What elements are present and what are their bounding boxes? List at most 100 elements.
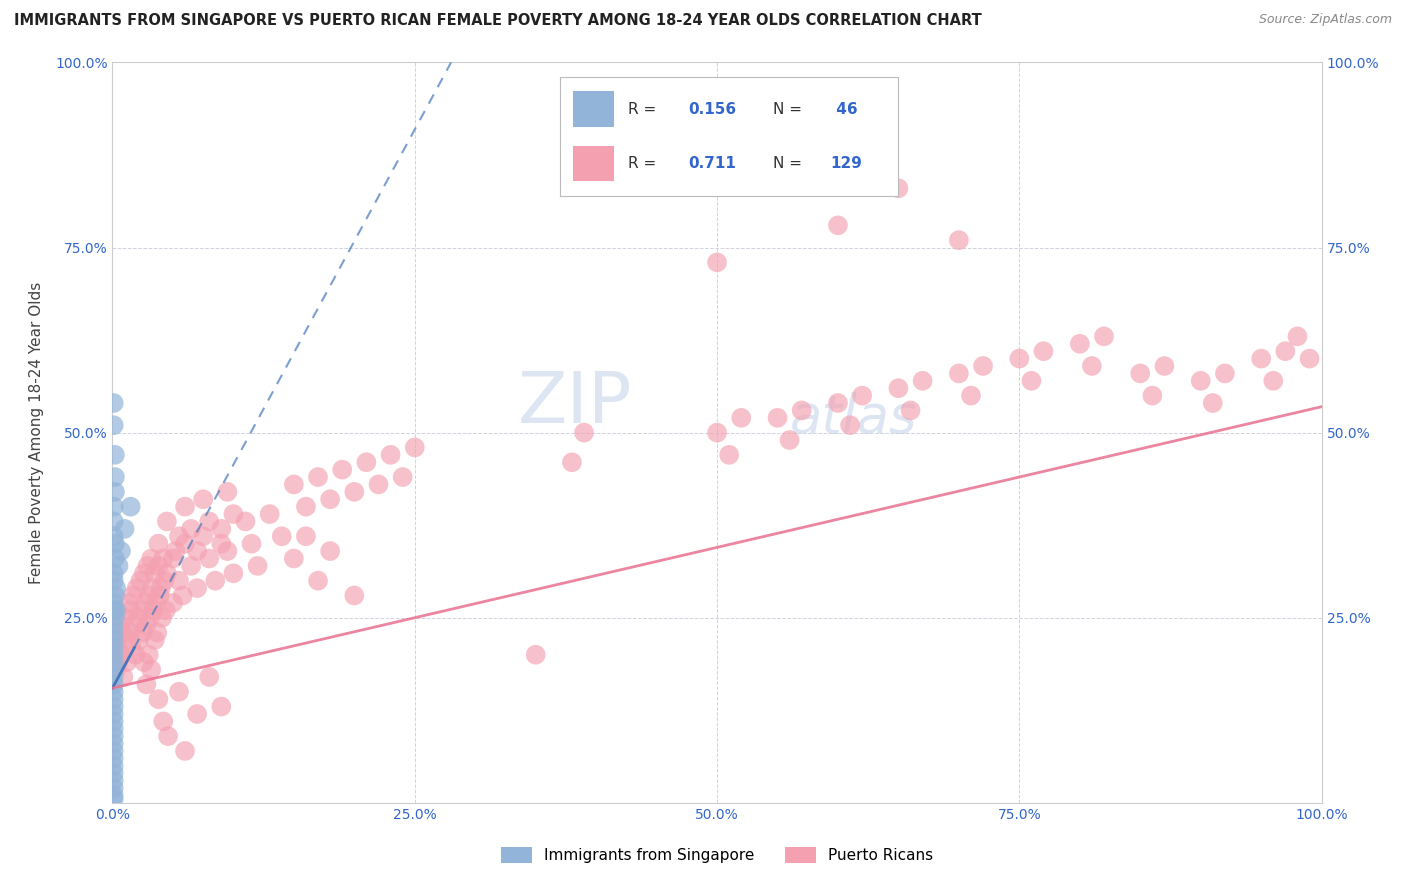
Point bbox=[198, 670, 221, 684]
Point bbox=[827, 219, 849, 233]
Point bbox=[186, 544, 208, 558]
Point bbox=[143, 632, 166, 647]
Point bbox=[186, 581, 208, 595]
Point bbox=[103, 632, 125, 647]
Point bbox=[718, 448, 741, 462]
Point bbox=[948, 233, 970, 247]
Point bbox=[103, 396, 125, 410]
Point bbox=[572, 425, 595, 440]
Point bbox=[222, 566, 245, 581]
Point bbox=[104, 448, 127, 462]
Point bbox=[204, 574, 226, 588]
Point bbox=[103, 692, 125, 706]
Point bbox=[110, 648, 132, 662]
Point bbox=[404, 441, 426, 455]
Point bbox=[122, 589, 145, 603]
Point bbox=[114, 522, 136, 536]
Point bbox=[103, 663, 125, 677]
Point bbox=[330, 462, 353, 476]
Point bbox=[307, 470, 329, 484]
Point bbox=[1092, 329, 1115, 343]
Point bbox=[139, 610, 162, 624]
Point bbox=[103, 418, 125, 433]
Point bbox=[295, 529, 318, 543]
Y-axis label: Female Poverty Among 18-24 Year Olds: Female Poverty Among 18-24 Year Olds bbox=[30, 282, 44, 583]
Point bbox=[103, 773, 125, 788]
Point bbox=[887, 381, 910, 395]
Point bbox=[1069, 336, 1091, 351]
Point bbox=[146, 625, 169, 640]
Point bbox=[152, 714, 174, 729]
Point bbox=[283, 551, 305, 566]
Point bbox=[948, 367, 970, 381]
Point bbox=[107, 655, 129, 669]
Point bbox=[150, 610, 173, 624]
Point bbox=[779, 145, 801, 159]
Point bbox=[103, 685, 125, 699]
Point bbox=[779, 433, 801, 447]
Point bbox=[174, 744, 197, 758]
Point bbox=[235, 515, 257, 529]
Point bbox=[706, 425, 728, 440]
Point bbox=[307, 574, 329, 588]
Point bbox=[103, 618, 125, 632]
Point bbox=[157, 729, 180, 743]
Point bbox=[103, 574, 125, 588]
Point bbox=[132, 625, 155, 640]
Point bbox=[191, 492, 214, 507]
Point bbox=[114, 610, 136, 624]
Point bbox=[156, 515, 179, 529]
Text: IMMIGRANTS FROM SINGAPORE VS PUERTO RICAN FEMALE POVERTY AMONG 18-24 YEAR OLDS C: IMMIGRANTS FROM SINGAPORE VS PUERTO RICA… bbox=[14, 13, 981, 29]
Point bbox=[104, 551, 127, 566]
Point bbox=[103, 566, 125, 581]
Point bbox=[103, 596, 125, 610]
Point bbox=[115, 655, 138, 669]
Point bbox=[107, 558, 129, 573]
Point bbox=[1021, 374, 1043, 388]
Point bbox=[851, 388, 873, 402]
Point bbox=[122, 618, 145, 632]
Point bbox=[839, 418, 862, 433]
Point bbox=[1081, 359, 1104, 373]
Point bbox=[148, 536, 170, 550]
Point bbox=[117, 596, 139, 610]
Point bbox=[104, 610, 127, 624]
Point bbox=[103, 780, 125, 795]
Point bbox=[142, 603, 165, 617]
Point bbox=[900, 403, 922, 417]
Point bbox=[105, 581, 128, 595]
Point bbox=[295, 500, 318, 514]
Point bbox=[174, 500, 197, 514]
Point bbox=[155, 603, 177, 617]
Point bbox=[103, 789, 125, 803]
Point bbox=[103, 677, 125, 691]
Point bbox=[174, 536, 197, 550]
Point bbox=[105, 663, 128, 677]
Point bbox=[186, 706, 208, 721]
Point bbox=[706, 255, 728, 269]
Point bbox=[887, 181, 910, 195]
Text: atlas: atlas bbox=[790, 392, 917, 444]
Point bbox=[790, 403, 813, 417]
Point bbox=[111, 625, 134, 640]
Point bbox=[136, 558, 159, 573]
Point bbox=[911, 374, 934, 388]
Point bbox=[131, 603, 153, 617]
Point bbox=[1008, 351, 1031, 366]
Point bbox=[132, 566, 155, 581]
Point bbox=[138, 589, 160, 603]
Point bbox=[135, 677, 157, 691]
Point bbox=[524, 648, 547, 662]
Point bbox=[283, 477, 305, 491]
Point bbox=[120, 603, 142, 617]
Point bbox=[112, 670, 135, 684]
Point bbox=[103, 722, 125, 736]
Point bbox=[217, 544, 239, 558]
Point bbox=[153, 574, 176, 588]
Point bbox=[180, 522, 202, 536]
Point bbox=[124, 648, 146, 662]
Point bbox=[149, 581, 172, 595]
Point bbox=[148, 558, 170, 573]
Point bbox=[103, 648, 125, 662]
Point bbox=[114, 632, 136, 647]
